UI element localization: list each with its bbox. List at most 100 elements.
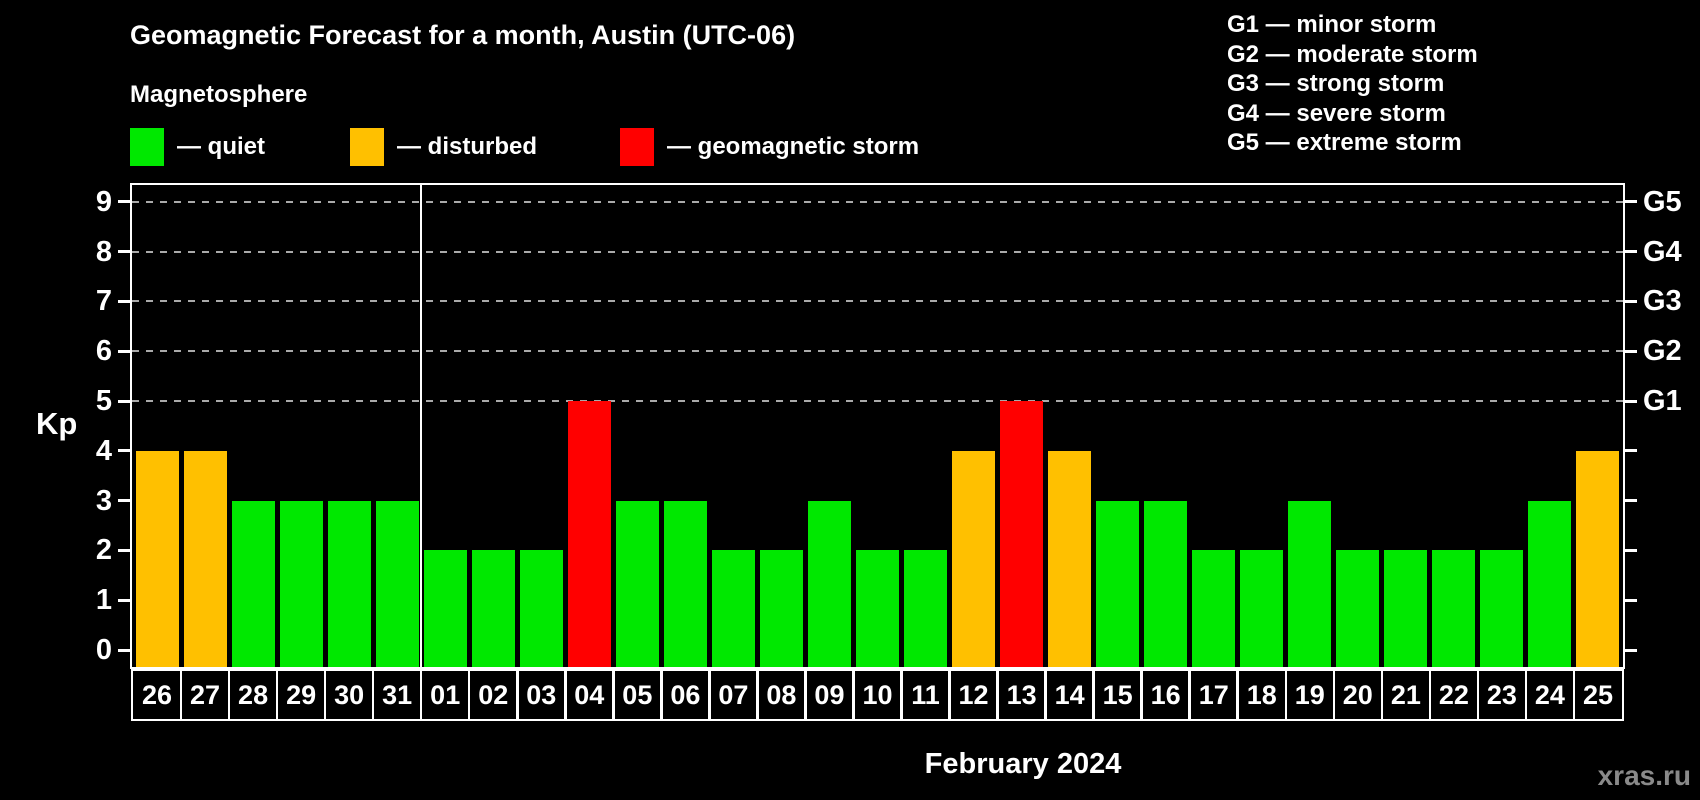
- bar-01: [423, 550, 467, 667]
- y-tick-right-6: [1625, 349, 1637, 353]
- bar-28: [231, 500, 275, 667]
- day-strip-divider: [1140, 669, 1143, 721]
- g-axis-label-g2: G2: [1643, 335, 1682, 368]
- g-legend-line-g4: G4 — severe storm: [1227, 99, 1446, 127]
- day-strip-divider: [804, 669, 807, 721]
- day-cell-label-06: 06: [670, 680, 701, 710]
- y-tick-right-5: [1625, 399, 1637, 403]
- gridline-kp8: [132, 250, 1623, 253]
- day-cell-label-30: 30: [334, 680, 365, 710]
- day-cell-label-24: 24: [1534, 680, 1565, 710]
- day-strip-divider: [1572, 669, 1576, 721]
- g-scale-legend: G1 — minor storm G2 — moderate storm G3 …: [1227, 10, 1478, 158]
- g-legend-line-g1: G1 — minor storm: [1227, 11, 1437, 38]
- day-cell-label-15: 15: [1102, 680, 1133, 710]
- day-cell-label-09: 09: [814, 680, 845, 710]
- y-tick-left-0: [118, 648, 130, 652]
- day-cell-label-17: 17: [1198, 680, 1229, 710]
- y-tick-label-1: 1: [95, 584, 112, 617]
- y-tick-label-0: 0: [95, 634, 112, 666]
- y-tick-left-7: [118, 299, 130, 303]
- bar-29: [279, 500, 323, 667]
- bar-07: [711, 550, 755, 667]
- day-strip-divider: [900, 669, 903, 721]
- y-tick-left-9: [118, 200, 130, 204]
- y-tick-right-0: [1625, 648, 1637, 652]
- y-tick-left-2: [118, 548, 130, 552]
- plot-area: [130, 183, 1625, 669]
- day-strip-divider: [756, 669, 759, 721]
- day-cell-label-19: 19: [1294, 680, 1325, 710]
- day-cell-label-12: 12: [958, 680, 989, 710]
- day-strip-divider: [1236, 669, 1239, 721]
- day-cell-label-23: 23: [1486, 680, 1517, 710]
- day-cell-label-28: 28: [238, 680, 269, 710]
- bar-08: [759, 550, 803, 667]
- g-axis-label-g5: G5: [1643, 185, 1682, 218]
- g-axis-label-g4: G4: [1643, 235, 1682, 268]
- day-cell-label-07: 07: [718, 680, 749, 710]
- y-tick-label-4: 4: [95, 434, 112, 467]
- bar-02: [471, 550, 515, 667]
- y-tick-right-4: [1625, 449, 1637, 453]
- x-axis-title: February 2024: [924, 748, 1122, 780]
- bar-26: [135, 450, 179, 667]
- day-cell-label-18: 18: [1246, 680, 1277, 710]
- day-cell-label-29: 29: [286, 680, 317, 710]
- y-tick-right-3: [1625, 499, 1637, 503]
- bar-05: [615, 500, 659, 667]
- day-strip-divider: [1332, 669, 1336, 721]
- day-cell-label-16: 16: [1150, 680, 1181, 710]
- day-strip-divider: [516, 669, 519, 721]
- y-tick-label-5: 5: [95, 385, 112, 417]
- day-cell-label-02: 02: [478, 680, 509, 710]
- chart-subtitle: Magnetosphere: [130, 81, 308, 108]
- day-strip-divider: [371, 669, 375, 721]
- day-strip-divider: [996, 669, 999, 721]
- bar-24: [1528, 500, 1572, 667]
- g-axis-label-g1: G1: [1643, 385, 1682, 417]
- disturbed-color-swatch: [350, 128, 384, 166]
- y-tick-left-4: [118, 449, 130, 453]
- bar-20: [1336, 550, 1380, 667]
- y-tick-label-8: 8: [95, 235, 112, 268]
- y-tick-label-6: 6: [95, 335, 112, 368]
- bar-03: [519, 550, 563, 667]
- bar-19: [1288, 500, 1332, 667]
- day-cell-label-03: 03: [526, 680, 557, 710]
- bar-21: [1384, 550, 1428, 667]
- y-tick-left-1: [118, 598, 130, 602]
- y-tick-right-2: [1625, 548, 1637, 552]
- y-tick-label-7: 7: [95, 285, 112, 318]
- day-strip-divider: [179, 669, 183, 721]
- day-strip-divider: [1524, 669, 1528, 721]
- y-tick-right-8: [1625, 250, 1637, 254]
- bar-13: [1000, 401, 1044, 667]
- day-strip-divider: [612, 669, 615, 721]
- day-strip-divider: [227, 669, 231, 721]
- day-strip-divider: [948, 669, 951, 721]
- day-cell-label-14: 14: [1054, 680, 1085, 710]
- day-strip-divider: [1092, 669, 1095, 721]
- g-legend-line-g2: G2 — moderate storm: [1227, 40, 1478, 68]
- bar-09: [807, 500, 851, 667]
- g-axis-label-g3: G3: [1643, 285, 1682, 318]
- day-cell-label-01: 01: [430, 680, 461, 710]
- bar-06: [663, 500, 707, 667]
- bar-04: [567, 401, 611, 667]
- quiet-color-swatch: [130, 128, 164, 166]
- bar-18: [1240, 550, 1284, 667]
- day-cell-label-26: 26: [141, 680, 173, 710]
- legend-label-quiet: — quiet: [177, 133, 265, 160]
- y-tick-label-3: 3: [95, 484, 112, 517]
- day-cell-label-05: 05: [622, 680, 653, 710]
- watermark: xras.ru: [1597, 760, 1691, 791]
- day-strip-divider: [323, 669, 327, 721]
- bar-16: [1144, 500, 1188, 667]
- day-cell-label-21: 21: [1390, 680, 1421, 710]
- day-strip-divider: [852, 669, 855, 721]
- day-cell-label-31: 31: [382, 680, 413, 710]
- day-strip-divider: [1044, 669, 1047, 721]
- bar-22: [1432, 550, 1476, 667]
